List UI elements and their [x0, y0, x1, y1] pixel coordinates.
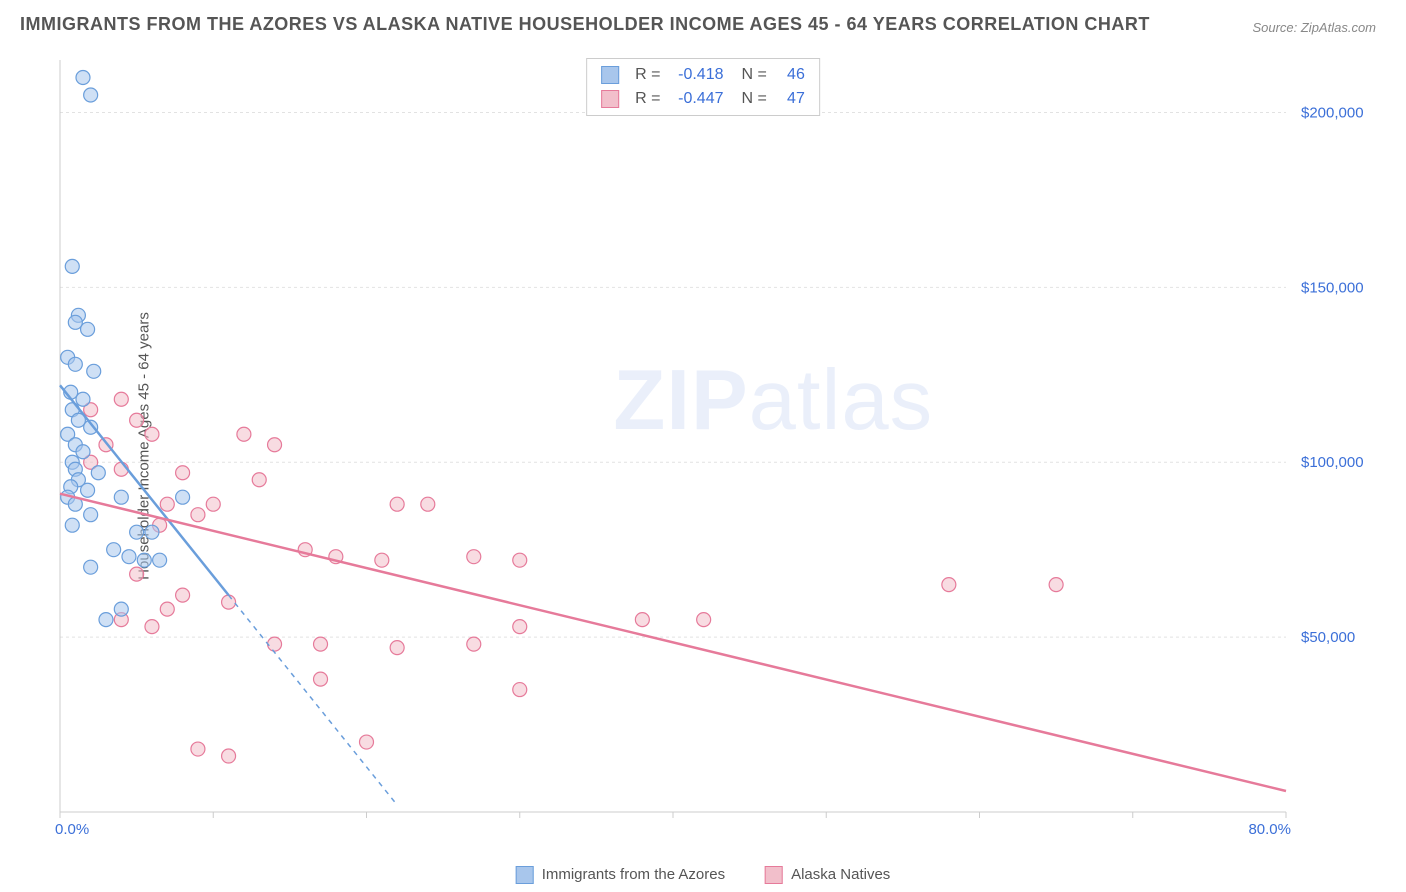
- r-label: R =: [635, 87, 660, 111]
- scatter-svg: $50,000 $100,000 $150,000 $200,000 0.0% 80.0%: [50, 50, 1376, 842]
- legend-label: Alaska Natives: [791, 866, 890, 883]
- legend-swatch-icon: [601, 66, 619, 84]
- svg-text:$200,000: $200,000: [1301, 104, 1364, 121]
- n-label: N =: [742, 63, 767, 87]
- legend-item: Alaska Natives: [765, 866, 890, 884]
- r-value: -0.447: [669, 87, 724, 111]
- svg-text:$150,000: $150,000: [1301, 279, 1364, 296]
- n-label: N =: [742, 87, 767, 111]
- svg-text:$50,000: $50,000: [1301, 629, 1355, 646]
- r-label: R =: [635, 63, 660, 87]
- source-label: Source: ZipAtlas.com: [1252, 20, 1376, 35]
- svg-text:0.0%: 0.0%: [55, 821, 89, 838]
- r-value: -0.418: [669, 63, 724, 87]
- correlation-legend: R = -0.418 N = 46 R = -0.447 N = 47: [586, 58, 820, 116]
- series-legend: Immigrants from the Azores Alaska Natives: [516, 866, 891, 884]
- n-value: 47: [775, 87, 805, 111]
- legend-swatch-icon: [765, 866, 783, 884]
- correlation-row: R = -0.447 N = 47: [601, 87, 805, 111]
- correlation-row: R = -0.418 N = 46: [601, 63, 805, 87]
- svg-text:80.0%: 80.0%: [1248, 821, 1291, 838]
- svg-text:$100,000: $100,000: [1301, 454, 1364, 471]
- chart-title: IMMIGRANTS FROM THE AZORES VS ALASKA NAT…: [20, 14, 1150, 35]
- n-value: 46: [775, 63, 805, 87]
- chart-plot-area: $50,000 $100,000 $150,000 $200,000 0.0% 80.0%: [50, 50, 1376, 842]
- legend-swatch-icon: [601, 90, 619, 108]
- legend-label: Immigrants from the Azores: [542, 866, 725, 883]
- legend-item: Immigrants from the Azores: [516, 866, 725, 884]
- legend-swatch-icon: [516, 866, 534, 884]
